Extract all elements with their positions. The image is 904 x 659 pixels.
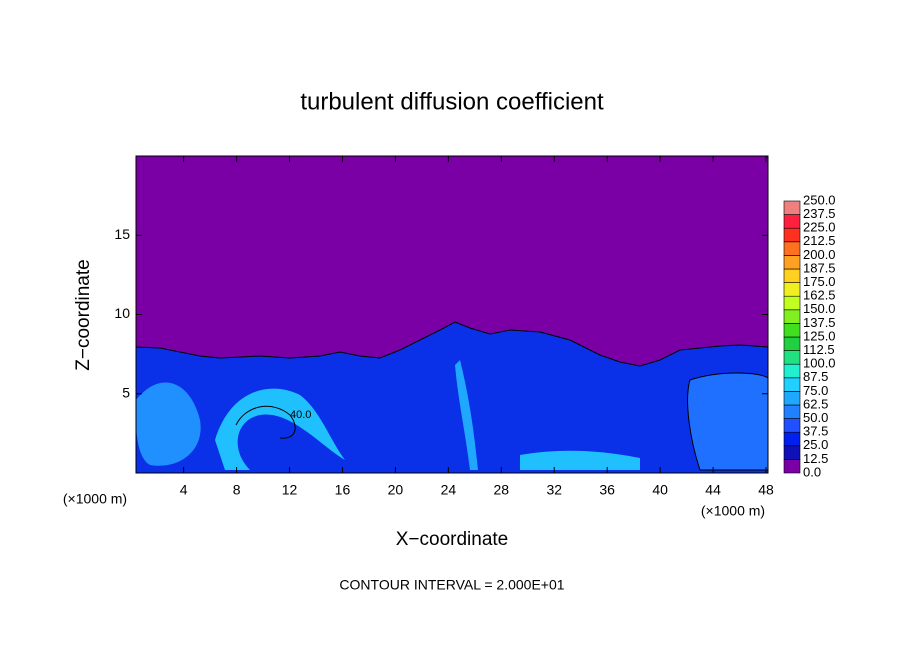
contour-label: 40.0 — [290, 409, 311, 421]
x-unit-label: (×1000 m) — [701, 503, 765, 519]
colorbar-bin — [783, 445, 801, 460]
colorbar-bin — [783, 363, 801, 379]
colorbar-bin — [783, 336, 801, 351]
field-region — [687, 372, 769, 471]
x-axis-label: X−coordinate — [396, 529, 509, 550]
colorbar-bin — [783, 282, 801, 297]
colorbar-label: 200.0 — [803, 247, 836, 262]
x-tick-label: 36 — [599, 482, 615, 498]
field — [135, 156, 769, 474]
field-region — [135, 321, 769, 474]
colorbar-bin — [783, 404, 801, 419]
colorbar-label: 112.5 — [803, 342, 835, 357]
x-tick-label: 8 — [233, 482, 241, 498]
colorbar-bin — [783, 200, 801, 215]
x-unit-label: (×1000 m) — [63, 491, 127, 507]
field-region — [136, 382, 201, 466]
colorbar-label: 237.5 — [803, 206, 836, 221]
colorbar-bin — [783, 214, 801, 229]
colorbar-label: 162.5 — [803, 288, 836, 303]
colorbar-bin — [783, 377, 801, 392]
x-tick-label: 24 — [441, 482, 457, 498]
colorbar-bin — [783, 459, 801, 474]
colorbar-label: 62.5 — [803, 396, 828, 411]
x-tick-label: 4 — [180, 482, 188, 498]
x-tick-label: 48 — [758, 482, 774, 498]
colorbar-label: 25.0 — [803, 437, 828, 452]
colorbar-label: 187.5 — [803, 260, 836, 275]
colorbar-bin — [783, 309, 801, 324]
colorbar-label: 225.0 — [803, 220, 836, 235]
x-tick-label: 20 — [388, 482, 404, 498]
colorbar-bin — [783, 350, 801, 365]
colorbar-label: 150.0 — [803, 301, 836, 316]
colorbar-label: 175.0 — [803, 274, 836, 289]
colorbar-label: 87.5 — [803, 369, 828, 384]
x-tick-label: 40 — [652, 482, 668, 498]
colorbar-label: 212.5 — [803, 233, 836, 248]
y-tick-label: 10 — [114, 305, 130, 321]
field-region — [455, 360, 478, 470]
colorbar-label: 12.5 — [803, 451, 828, 466]
chart-title: turbulent diffusion coefficient — [300, 88, 604, 115]
colorbar-bin — [783, 255, 801, 270]
colorbar-bin — [783, 268, 801, 283]
colorbar-label: 250.0 — [803, 192, 836, 207]
colorbar-bin — [783, 391, 801, 406]
colorbar-bin — [783, 295, 801, 311]
colorbar-label: 75.0 — [803, 383, 828, 398]
y-axis-label: Z−coordinate — [73, 259, 94, 370]
x-tick-label: 32 — [546, 482, 562, 498]
x-tick-label: 28 — [494, 482, 510, 498]
field-region — [215, 388, 345, 470]
field-region — [520, 450, 640, 470]
x-tick-label: 16 — [335, 482, 351, 498]
colorbar-label: 100.0 — [803, 356, 836, 371]
colorbar-label: 137.5 — [803, 315, 836, 330]
colorbar-bin — [783, 227, 801, 243]
colorbar-label: 37.5 — [803, 424, 828, 439]
colorbar-bin — [783, 323, 801, 338]
x-tick-label: 44 — [705, 482, 721, 498]
colorbar-label: 0.0 — [803, 464, 821, 479]
x-tick-label: 12 — [282, 482, 298, 498]
colorbar-bin — [783, 241, 801, 256]
y-tick-label: 5 — [122, 384, 130, 400]
colorbar-bin — [783, 418, 801, 433]
contour-line — [235, 405, 296, 439]
y-tick-label: 15 — [114, 226, 130, 242]
colorbar-label: 50.0 — [803, 410, 828, 425]
colorbar-bin — [783, 431, 801, 447]
colorbar-label: 125.0 — [803, 328, 836, 343]
footer: CONTOUR INTERVAL = 2.000E+01 — [339, 577, 564, 593]
